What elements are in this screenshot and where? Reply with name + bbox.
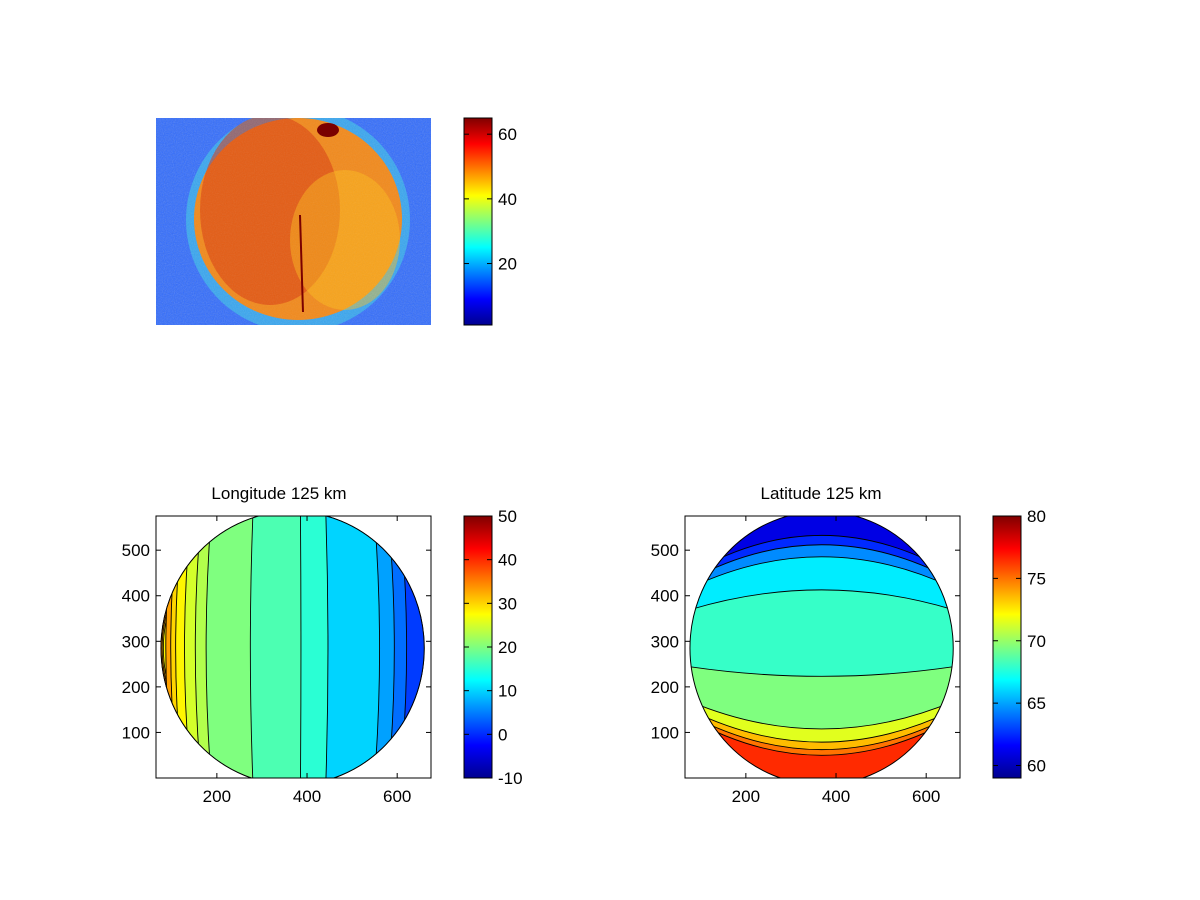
y-tick-label: 400 [122, 587, 150, 606]
image-colorbar-gradient [463, 117, 493, 326]
colorbar-tick-label: 80 [1027, 507, 1046, 526]
longitude-colorbar: -10 0 10 20 30 40 50 [463, 507, 523, 788]
y-tick-label: 200 [651, 678, 679, 697]
colorbar-tick-label: 40 [498, 190, 517, 209]
colorbar-tick-label: 40 [498, 551, 517, 570]
colorbar-tick-label: 60 [498, 125, 517, 144]
x-tick-label: 200 [203, 787, 231, 806]
y-tick-label: 400 [651, 587, 679, 606]
image-dark-spot [317, 123, 339, 137]
colorbar-tick-label: 0 [498, 725, 507, 744]
image-panel: 20 40 60 [156, 117, 517, 326]
x-tick-label: 400 [293, 787, 321, 806]
y-tick-label: 300 [651, 632, 679, 651]
longitude-disk-outline [160, 516, 425, 778]
image-dark-streak [299, 214, 304, 313]
colorbar-tick-label: 70 [1027, 632, 1046, 651]
colorbar-tick-label: 75 [1027, 569, 1046, 588]
colorbar-tick-label: 20 [498, 638, 517, 657]
latitude-contour-band [689, 712, 954, 778]
colorbar-tick-label: -10 [498, 769, 523, 788]
y-tick-label: 300 [122, 632, 150, 651]
longitude-title: Longitude 125 km [211, 484, 346, 503]
latitude-disk-outline [689, 516, 954, 778]
x-tick-label: 600 [912, 787, 940, 806]
colorbar-tick-label: 50 [498, 507, 517, 526]
colorbar-tick-label: 65 [1027, 694, 1046, 713]
y-tick-label: 100 [651, 723, 679, 742]
latitude-axes-frame [684, 515, 961, 779]
x-tick-label: 400 [822, 787, 850, 806]
longitude-panel: Longitude 125 km 200 400 60010020030040050… [122, 484, 523, 806]
colorbar-tick-label: 60 [1027, 757, 1046, 776]
y-tick-label: 500 [651, 541, 679, 560]
x-tick-label: 200 [732, 787, 760, 806]
longitude-axes-frame [155, 515, 432, 779]
image-colorbar: 20 40 60 [463, 117, 517, 326]
y-tick-label: 200 [122, 678, 150, 697]
colorbar-tick-label: 20 [498, 255, 517, 274]
y-tick-label: 100 [122, 723, 150, 742]
y-tick-label: 500 [122, 541, 150, 560]
colorbar-tick-label: 30 [498, 594, 517, 613]
latitude-panel: Latitude 125 km 200 400 600 100 200 300 400 500… [651, 484, 1046, 806]
latitude-title: Latitude 125 km [761, 484, 882, 503]
latitude-colorbar: 60 65 70 75 80 [992, 507, 1046, 779]
colorbar-tick-label: 10 [498, 682, 517, 701]
x-tick-label: 600 [383, 787, 411, 806]
latitude-colorbar-gradient [992, 515, 1022, 779]
